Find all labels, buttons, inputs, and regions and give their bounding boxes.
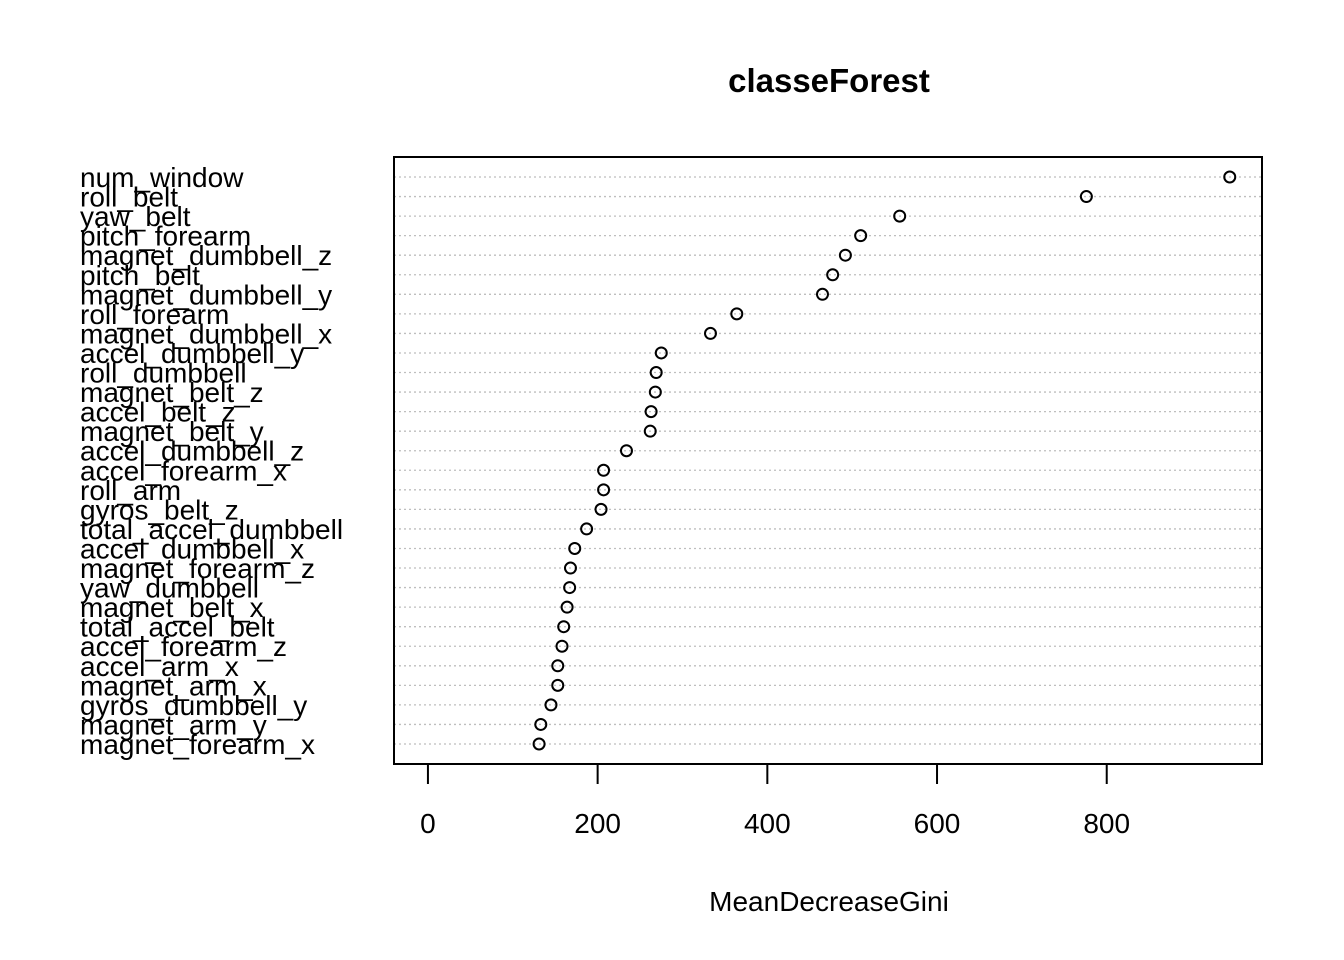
variable-label: total_accel_dumbbell	[80, 514, 343, 545]
x-axis: 0 200 400 600 800	[420, 763, 1130, 839]
chart-title: classeForest	[728, 62, 930, 99]
variable-label: gyros_dumbbell_y	[80, 690, 307, 721]
variable-label: roll_forearm	[80, 299, 229, 330]
variable-label: gyros_belt_z	[80, 494, 239, 525]
variable-label: num_window	[80, 162, 244, 193]
x-tick-label: 200	[574, 808, 621, 839]
x-tick-label: 800	[1083, 808, 1130, 839]
plot-box	[393, 156, 1263, 765]
data-point	[597, 463, 611, 477]
variable-label: magnet_forearm_x	[80, 729, 315, 760]
variable-label: magnet_belt_x	[80, 592, 264, 623]
data-point	[555, 639, 569, 653]
data-point	[568, 541, 582, 555]
variable-label: accel_arm_x	[80, 651, 239, 682]
data-point	[619, 444, 633, 458]
data-point	[532, 737, 546, 751]
data-points	[532, 170, 1237, 751]
data-point	[648, 385, 662, 399]
data-point	[557, 620, 571, 634]
data-point	[551, 659, 565, 673]
data-point	[594, 502, 608, 516]
data-point	[580, 522, 594, 536]
data-point	[730, 307, 744, 321]
x-tick-label: 0	[420, 808, 436, 839]
data-point	[654, 346, 668, 360]
x-axis-label: MeanDecreaseGini	[709, 886, 949, 917]
data-point	[597, 483, 611, 497]
variable-label: magnet_forearm_z	[80, 553, 315, 584]
variable-label: total_accel_belt	[80, 612, 275, 643]
data-point	[560, 600, 574, 614]
variable-label: roll_belt	[80, 182, 178, 213]
variable-label: yaw_belt	[80, 201, 191, 232]
variable-label: yaw_dumbbell	[80, 573, 259, 604]
data-point	[703, 326, 717, 340]
data-point	[563, 561, 577, 575]
data-point	[649, 366, 663, 380]
grid-lines	[394, 176, 1262, 745]
variable-label: magnet_dumbbell_x	[80, 318, 332, 349]
variable-label: magnet_arm_x	[80, 670, 267, 701]
variable-label: accel_dumbbell_y	[80, 338, 304, 369]
variable-label: pitch_belt	[80, 260, 200, 291]
variable-label: magnet_dumbbell_y	[80, 279, 332, 310]
x-tick-label: 400	[744, 808, 791, 839]
variable-label: accel_dumbbell_z	[80, 436, 304, 467]
variable-labels: num_windowroll_beltyaw_beltpitch_forearm…	[80, 162, 343, 760]
variable-label: accel_belt_z	[80, 397, 236, 428]
variable-label: roll_arm	[80, 475, 181, 506]
data-point	[893, 209, 907, 223]
variable-label: pitch_forearm	[80, 221, 251, 252]
data-point	[643, 424, 657, 438]
x-tick-label: 600	[914, 808, 961, 839]
variable-label: accel_dumbbell_x	[80, 533, 304, 564]
data-point	[854, 229, 868, 243]
variable-label: accel_forearm_z	[80, 631, 287, 662]
data-point	[563, 581, 577, 595]
data-point	[1079, 190, 1093, 204]
variable-label: magnet_dumbbell_z	[80, 240, 332, 271]
variable-label: roll_dumbbell	[80, 358, 247, 389]
variable-label: magnet_arm_y	[80, 709, 267, 740]
variable-label: magnet_belt_z	[80, 377, 264, 408]
data-point	[551, 678, 565, 692]
data-point	[838, 248, 852, 262]
data-point	[544, 698, 558, 712]
variable-label: accel_forearm_x	[80, 455, 287, 486]
data-point	[534, 717, 548, 731]
data-point	[1223, 170, 1237, 184]
variable-label: magnet_belt_y	[80, 416, 264, 447]
data-point	[826, 268, 840, 282]
data-point	[644, 405, 658, 419]
data-point	[815, 287, 829, 301]
